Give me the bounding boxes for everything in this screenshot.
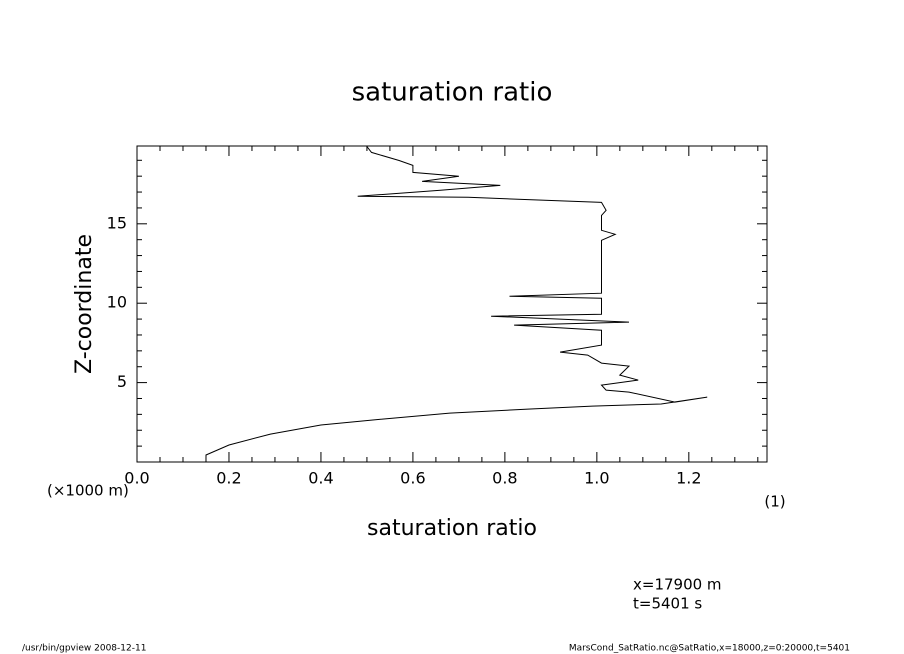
x-tick-label: 0.8 [492,469,517,488]
x-unit: (1) [764,493,785,511]
y-tick-label: 15 [107,213,127,232]
x-tick-label: 0.4 [308,469,333,488]
footer: MarsCond_SatRatio.nc@SatRatio,x=18000,z=… [569,644,850,654]
footer: /usr/bin/gpview 2008-12-11 [22,644,146,654]
plot-frame [136,145,768,463]
y-unit: (×1000 m) [47,482,129,500]
x-tick-label: 0.6 [400,469,425,488]
x-axis-label: saturation ratio [367,516,537,541]
x-tick-label: 0.2 [216,469,241,488]
annotation: x=17900 m [633,576,722,594]
x-tick-label: 1.2 [676,469,701,488]
x-tick-label: 1.0 [584,469,609,488]
x-tick-label: 0.0 [124,469,149,488]
profile-line [205,146,708,462]
y-axis-label: Z-coordinate [72,234,97,374]
y-tick-label: 5 [117,372,127,391]
chart-title: saturation ratio [352,78,553,108]
y-tick-label: 10 [107,293,127,312]
annotation: t=5401 s [633,595,702,613]
